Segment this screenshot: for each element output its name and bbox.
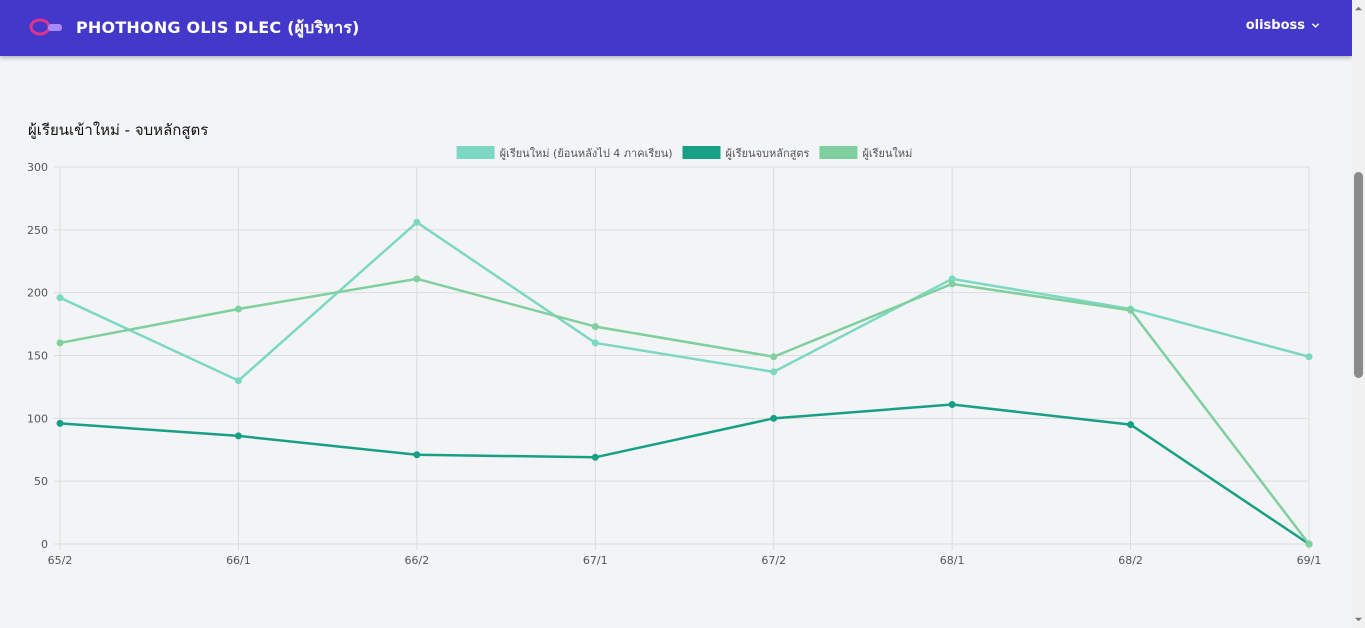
scroll-up-arrow-icon[interactable] xyxy=(1354,4,1363,13)
x-tick-label: 68/1 xyxy=(940,554,965,567)
x-tick-label: 66/2 xyxy=(405,554,430,567)
data-point xyxy=(413,275,421,283)
legend-label: ผู้เรียนใหม่ xyxy=(862,147,912,160)
data-point xyxy=(591,323,599,331)
data-point xyxy=(413,451,421,459)
scrollbar-thumb[interactable] xyxy=(1354,172,1363,378)
chart-legend: ผู้เรียนใหม่ (ย้อนหลังไป 4 ภาคเรียน) ผู้เ… xyxy=(456,146,912,160)
chart-title: ผู้เรียนเข้าใหม่ - จบหลักสูตร xyxy=(28,121,209,139)
series-line-3 xyxy=(59,277,1310,545)
x-tick-label: 66/1 xyxy=(226,554,251,567)
y-tick-label: 150 xyxy=(27,350,48,363)
y-tick-label: 300 xyxy=(27,161,48,174)
x-tick-label: 65/2 xyxy=(48,554,73,567)
chevron-down-icon xyxy=(1311,23,1320,28)
data-point xyxy=(56,339,64,347)
data-point xyxy=(56,419,64,427)
y-tick-label: 250 xyxy=(27,224,48,237)
data-point xyxy=(770,414,778,422)
data-point xyxy=(1127,421,1135,429)
x-tick-label: 69/1 xyxy=(1297,554,1322,567)
page-scrollbar[interactable] xyxy=(1352,0,1365,628)
data-point xyxy=(234,377,242,385)
chart-grid xyxy=(54,166,1310,550)
data-point xyxy=(591,339,599,347)
legend-item[interactable]: ผู้เรียนใหม่ xyxy=(819,146,912,160)
data-point xyxy=(948,280,956,288)
legend-label: ผู้เรียนใหม่ (ย้อนหลังไป 4 ภาคเรียน) xyxy=(500,147,673,160)
app-title: PHOTHONG OLIS DLEC (ผู้บริหาร) xyxy=(76,18,360,37)
data-point xyxy=(56,294,64,302)
data-point xyxy=(770,353,778,361)
legend-swatch xyxy=(456,146,495,159)
data-point xyxy=(234,432,242,440)
data-point xyxy=(591,453,599,461)
username-label: olisboss xyxy=(1245,18,1305,33)
top-navbar: PHOTHONG OLIS DLEC (ผู้บริหาร) olisboss xyxy=(0,0,1352,56)
data-point xyxy=(234,305,242,313)
data-point xyxy=(770,368,778,376)
x-tick-label: 68/2 xyxy=(1118,554,1143,567)
legend-item[interactable]: ผู้เรียนจบหลักสูตร xyxy=(682,146,810,160)
legend-item[interactable]: ผู้เรียนใหม่ (ย้อนหลังไป 4 ภาคเรียน) xyxy=(456,146,673,160)
data-point xyxy=(413,218,421,226)
legend-swatch xyxy=(682,146,721,159)
y-tick-label: 50 xyxy=(34,475,48,488)
data-point xyxy=(1305,540,1313,548)
x-tick-label: 67/2 xyxy=(761,554,786,567)
scroll-down-arrow-icon[interactable] xyxy=(1354,615,1363,624)
chart-series xyxy=(56,218,1313,548)
data-point xyxy=(948,401,956,409)
x-tick-label: 67/1 xyxy=(583,554,608,567)
data-point xyxy=(1127,306,1135,314)
y-tick-label: 100 xyxy=(27,412,48,425)
user-menu-button[interactable]: olisboss xyxy=(1246,18,1320,33)
data-point xyxy=(1305,353,1313,361)
y-axis-labels: 0 50 100 150 200 250 300 xyxy=(27,161,48,551)
legend-label: ผู้เรียนจบหลักสูตร xyxy=(726,147,810,160)
y-tick-label: 0 xyxy=(41,538,48,551)
logo-icon[interactable] xyxy=(28,16,64,38)
line-chart: ผู้เรียนใหม่ (ย้อนหลังไป 4 ภาคเรียน) ผู้เ… xyxy=(27,146,1322,567)
legend-swatch xyxy=(819,146,858,159)
x-axis-labels: 65/2 66/1 66/2 67/1 67/2 68/1 68/2 69/1 xyxy=(48,554,1322,567)
series-line-2 xyxy=(59,403,1310,546)
series-line-1 xyxy=(59,221,1310,382)
y-tick-label: 200 xyxy=(27,287,48,300)
